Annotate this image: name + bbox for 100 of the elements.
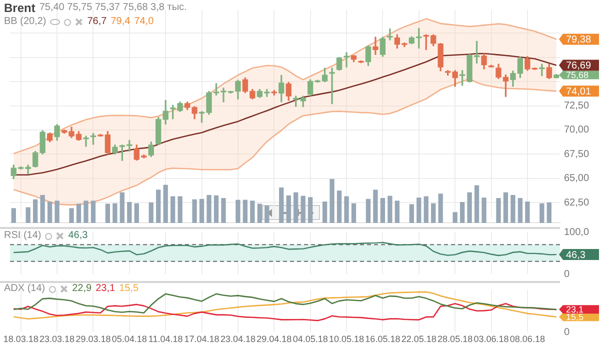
data-label: 46,3: [566, 250, 586, 261]
bar: [76, 204, 82, 223]
bar: [264, 206, 270, 223]
x-tick-label: 28.05.18: [438, 334, 473, 344]
bar: [148, 202, 154, 223]
bar: [546, 202, 552, 223]
x-tick-label: 29.03.18: [76, 334, 111, 344]
y-tick-label: 70,00: [564, 124, 590, 136]
data-label: 79,38: [566, 34, 592, 46]
x-tick-label: 18.03.18: [3, 334, 38, 344]
data-label: 76,69: [566, 60, 592, 72]
bar: [221, 198, 226, 223]
bar: [308, 197, 313, 223]
bar: [26, 207, 30, 223]
y-tick-label: 100,0: [564, 226, 590, 238]
annotation: 23,1: [96, 283, 116, 295]
bar: [250, 200, 255, 223]
bar: [452, 212, 458, 223]
x-tick-label: 17.04.18: [184, 334, 220, 344]
y-tick-label: 72,50: [564, 100, 590, 112]
bar: [424, 196, 428, 223]
y-tick-label: 23,1: [566, 304, 584, 314]
x-tick-label: 11.04.18: [148, 334, 183, 344]
bar: [178, 196, 182, 223]
bar: [242, 200, 248, 223]
annotation: ADX (14): [4, 283, 46, 295]
annotation: RSI (14): [4, 230, 42, 242]
annotation: 74,0: [134, 16, 154, 28]
bar: [330, 179, 334, 223]
y-tick-label: 67,50: [564, 148, 590, 160]
bar: [214, 195, 219, 223]
bar: [394, 200, 400, 223]
bar: [294, 192, 298, 223]
bar: [47, 202, 52, 223]
bar: [460, 202, 465, 223]
annotation: 46,3: [68, 230, 88, 242]
candlestick: [83, 136, 89, 147]
y-tick-label: 0: [564, 326, 570, 338]
bar: [518, 198, 523, 223]
bar: [127, 202, 132, 223]
annotation: 22,9: [72, 283, 92, 295]
bar: [54, 200, 60, 223]
bar: [496, 198, 501, 223]
bar: [409, 204, 414, 223]
data-label: 74,01: [566, 86, 592, 98]
x-tick-label: 29.04.18: [256, 334, 292, 344]
x-tick-label: 16.05.18: [365, 334, 400, 344]
bar: [69, 208, 74, 223]
bar: [510, 194, 516, 223]
candlestick: [387, 28, 393, 40]
candlestick: [344, 52, 350, 68]
bar: [257, 204, 262, 223]
bar: [192, 199, 197, 223]
bar: [170, 196, 176, 223]
y-tick-label: 0: [564, 268, 570, 280]
bar: [525, 202, 530, 223]
x-tick-label: 23.04.18: [220, 334, 256, 344]
bar: [199, 198, 204, 223]
bar: [482, 198, 486, 223]
bar: [300, 196, 306, 223]
bar: [134, 203, 139, 223]
chart-subtitle: 75,40 75,75 75,37 75,68 3,8 тыс.: [39, 2, 187, 14]
bar: [90, 200, 96, 223]
bar: [236, 200, 240, 223]
bar: [279, 187, 284, 223]
bar: [286, 195, 291, 223]
x-tick-label: 10.05.18: [328, 334, 364, 344]
bar: [206, 194, 212, 223]
bar: [105, 204, 110, 223]
bar: [163, 184, 168, 223]
annotation: 15,5: [119, 283, 139, 295]
annotation: 76,7: [87, 16, 107, 28]
x-tick-label: 22.05.18: [401, 334, 436, 344]
bar: [503, 192, 508, 223]
bar: [156, 190, 161, 223]
bar: [84, 200, 88, 223]
bar: [380, 198, 386, 223]
bar: [351, 203, 356, 223]
y-tick-label: 62,50: [564, 197, 590, 208]
bar: [388, 196, 392, 223]
x-tick-label: 08.06.18: [510, 334, 545, 344]
annotation: BB (20,2): [4, 16, 46, 28]
x-tick-label: 04.05.18: [292, 334, 328, 344]
x-tick-label: 23.03.18: [40, 334, 75, 344]
bar: [467, 192, 472, 223]
bar: [540, 203, 544, 223]
bar: [120, 192, 124, 223]
bar: [112, 203, 118, 223]
bar: [366, 198, 371, 223]
candlestick: [372, 36, 378, 55]
bar: [11, 208, 16, 223]
bar: [474, 185, 480, 223]
bar: [33, 199, 38, 223]
bar: [344, 196, 349, 223]
bar: [438, 194, 443, 223]
chart-title: Brent: [4, 1, 36, 15]
x-tick-label: 05.04.18: [112, 334, 147, 344]
candlestick: [329, 68, 335, 104]
bar: [416, 198, 422, 223]
bar: [322, 202, 328, 223]
